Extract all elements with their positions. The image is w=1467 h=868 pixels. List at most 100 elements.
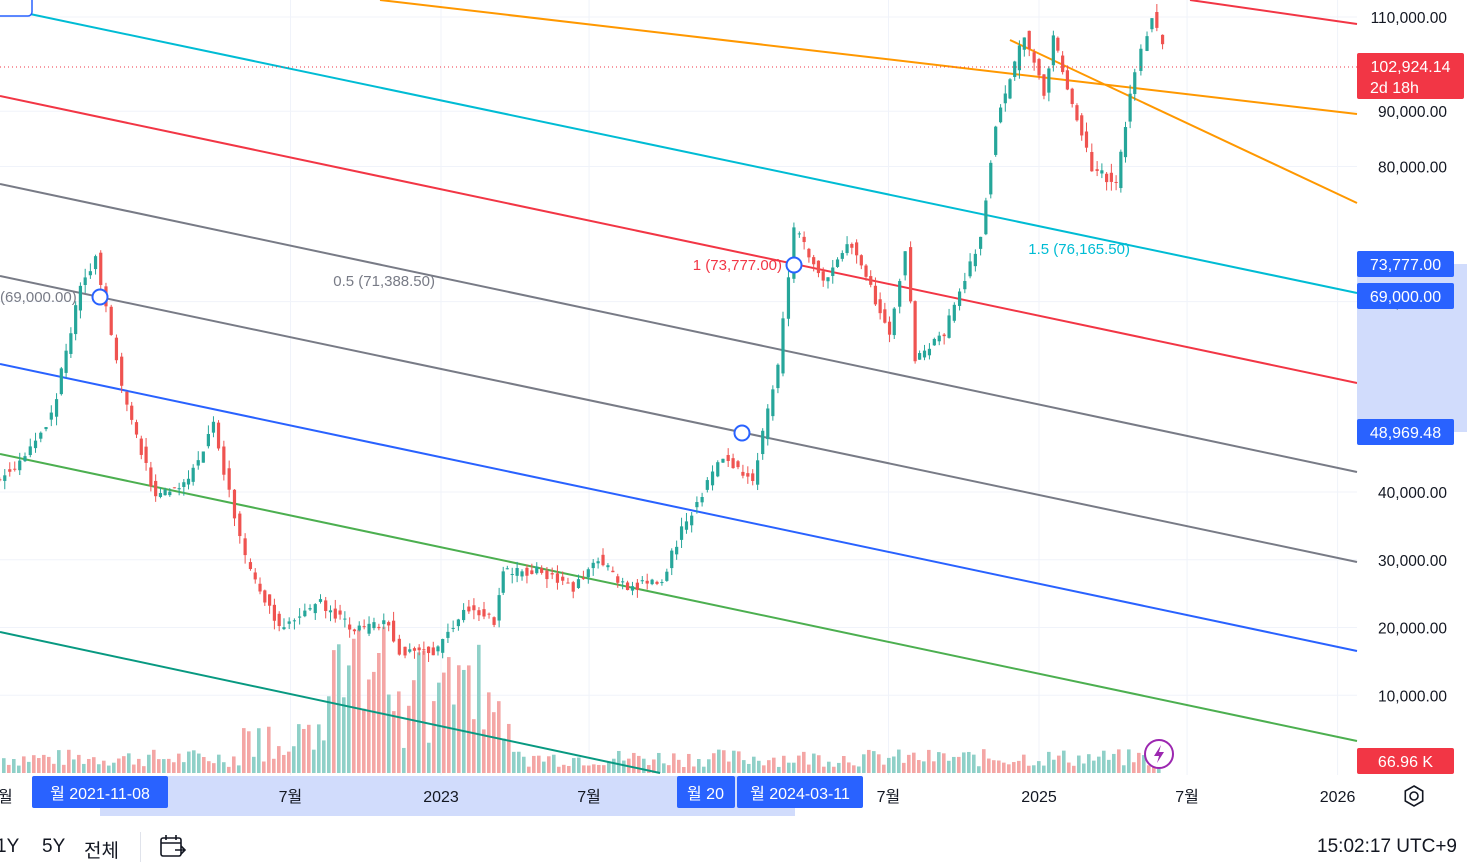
volume-bar — [142, 766, 146, 773]
volume-bar — [247, 731, 251, 773]
candle-body — [927, 348, 932, 356]
candle-body — [487, 613, 491, 615]
candle-body — [412, 648, 417, 651]
volume-bar — [332, 650, 336, 773]
volume-bar — [197, 753, 201, 773]
candle-body — [1013, 61, 1017, 77]
channel-line — [1189, 0, 1358, 25]
candle-body — [530, 570, 534, 575]
volume-bar — [817, 755, 821, 773]
candle-body — [227, 468, 231, 490]
candle-body — [272, 604, 276, 621]
volume-bar — [352, 638, 356, 773]
volume-bar — [397, 691, 401, 773]
volume-bar — [97, 764, 101, 773]
candle-body — [525, 567, 529, 576]
volume-bar — [962, 752, 966, 773]
candle-body — [576, 579, 581, 589]
candle-body — [1084, 131, 1089, 148]
candle-body — [1114, 181, 1118, 183]
y-tick-label: 110,000.00 — [1371, 10, 1448, 27]
volume-bar — [952, 756, 956, 773]
candle-body — [781, 318, 785, 374]
volume-bar — [562, 764, 566, 773]
volume-bar — [862, 754, 866, 773]
volume-bar — [797, 755, 801, 773]
range-1y-button[interactable]: 1Y — [0, 836, 20, 857]
date-badge-text: 월 2021-11-08 — [50, 785, 150, 803]
candle-body — [328, 610, 333, 613]
candle-body — [922, 350, 927, 358]
volume-bar — [327, 696, 331, 773]
volume-bar — [897, 749, 901, 773]
calendar-goto-icon[interactable] — [158, 831, 188, 866]
volume-bar — [322, 740, 326, 773]
volume-bar — [262, 761, 266, 773]
candle-body — [93, 256, 98, 270]
x-tick-label: 7월 — [279, 788, 303, 806]
volume-bar — [307, 724, 311, 773]
candle-body — [665, 571, 669, 581]
volume-bar — [987, 758, 991, 773]
candle-body — [571, 582, 575, 592]
volume-bar — [212, 763, 216, 773]
candle-body — [0, 479, 2, 481]
candle-body — [196, 460, 200, 466]
price-badge-2: 69,000.00 — [1357, 283, 1454, 309]
candle-body — [878, 299, 882, 314]
candle-body — [771, 389, 775, 417]
volume-bar — [257, 728, 261, 773]
candle-body — [903, 251, 907, 276]
volume-bar — [567, 765, 571, 773]
volume-bar — [452, 704, 456, 773]
price-badge-bg — [1357, 419, 1454, 445]
candle-body — [1042, 74, 1046, 96]
y-tick-label: 90,000.00 — [1378, 104, 1447, 121]
volume-bar — [217, 754, 221, 773]
candle-body — [1090, 151, 1094, 172]
fib-label-3: 1.5 (76,165.50) — [1028, 241, 1130, 258]
candle-body — [761, 430, 765, 455]
range-all-button[interactable]: 전체 — [84, 841, 119, 862]
candle-body — [1160, 34, 1165, 45]
volume-bar — [612, 758, 616, 773]
date-badge-0: 월 2021-11-08 — [32, 776, 168, 808]
candle-body — [892, 308, 896, 336]
settings-gear-icon[interactable] — [1404, 785, 1424, 807]
range-5y-button[interactable]: 5Y — [42, 836, 66, 857]
candle-body — [13, 468, 17, 470]
candle-body — [8, 469, 12, 472]
candle-body — [606, 565, 610, 568]
candle-body — [932, 338, 936, 346]
candle-body — [441, 639, 445, 653]
volume-bar — [432, 701, 436, 773]
volume-bar — [292, 746, 296, 773]
candle-body — [338, 610, 342, 615]
candle-body — [158, 493, 163, 497]
anchor-point-1 — [785, 256, 803, 274]
lightning-event-icon[interactable] — [1144, 739, 1174, 769]
candle-body — [979, 236, 983, 249]
channel-line — [0, 363, 1358, 652]
volume-bar — [132, 764, 136, 773]
candle-body — [1145, 36, 1149, 51]
candle-body — [78, 285, 83, 311]
candle-body — [792, 227, 796, 279]
volume-bar — [207, 761, 211, 773]
volume-bar — [1047, 751, 1051, 773]
volume-bar — [992, 760, 996, 773]
candle-body — [387, 622, 391, 626]
x-tick-label: 2023 — [423, 789, 459, 806]
volume-bar — [172, 762, 176, 773]
candle-body — [710, 471, 715, 486]
volume-bar — [947, 760, 951, 773]
volume-bar — [157, 759, 161, 773]
volume-bar — [982, 749, 986, 773]
volume-bar — [1032, 765, 1036, 773]
volume-bar — [667, 765, 671, 773]
candle-body — [83, 277, 87, 285]
price-chart[interactable]: (69,000.00) 0.5 (71,388.50) 1 (73,777.00) 1… — [0, 0, 1467, 826]
candle-body — [186, 478, 191, 485]
volume-bar — [732, 750, 736, 773]
candle-body — [238, 513, 242, 537]
